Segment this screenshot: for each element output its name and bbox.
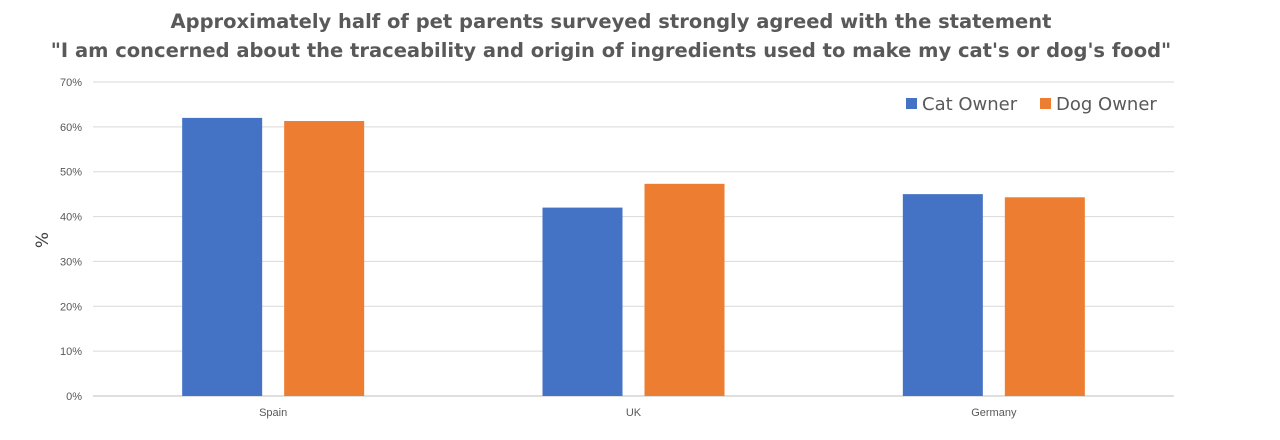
y-tick-label: 50% xyxy=(60,167,82,179)
gridlines xyxy=(93,81,1174,397)
y-tick-label: 10% xyxy=(60,346,82,358)
x-tick-label: Germany xyxy=(971,407,1017,419)
bar-cat-owner-germany xyxy=(902,194,983,396)
x-tick-label: Spain xyxy=(259,407,287,419)
legend-label: Cat Owner xyxy=(922,94,1018,115)
y-tick-label: 30% xyxy=(60,256,82,268)
legend: Cat Owner Dog Owner xyxy=(906,94,1157,115)
y-axis-label: % xyxy=(33,232,53,248)
x-tick-labels: Spain UK Germany xyxy=(259,407,1017,419)
bars xyxy=(182,117,1085,397)
legend-swatch xyxy=(1040,98,1051,109)
y-tick-label: 40% xyxy=(60,212,82,224)
legend-label: Dog Owner xyxy=(1056,94,1157,115)
bar-dog-owner-spain xyxy=(284,121,365,397)
bar-cat-owner-spain xyxy=(182,117,263,396)
legend-swatch xyxy=(906,98,917,109)
x-tick-label: UK xyxy=(626,407,642,419)
bar-cat-owner-uk xyxy=(542,207,623,396)
y-tick-label: 20% xyxy=(60,301,82,313)
y-tick-labels: 0% 10% 20% 30% 40% 50% 60% 70% xyxy=(60,77,82,403)
chart-title-line-1: Approximately half of pet parents survey… xyxy=(171,10,1052,33)
y-tick-label: 0% xyxy=(66,391,82,403)
y-tick-label: 70% xyxy=(60,77,82,89)
chart-title-line-2: "I am concerned about the traceability a… xyxy=(51,39,1171,62)
y-tick-label: 60% xyxy=(60,122,82,134)
bar-dog-owner-uk xyxy=(644,183,725,396)
bar-dog-owner-germany xyxy=(1004,197,1085,396)
